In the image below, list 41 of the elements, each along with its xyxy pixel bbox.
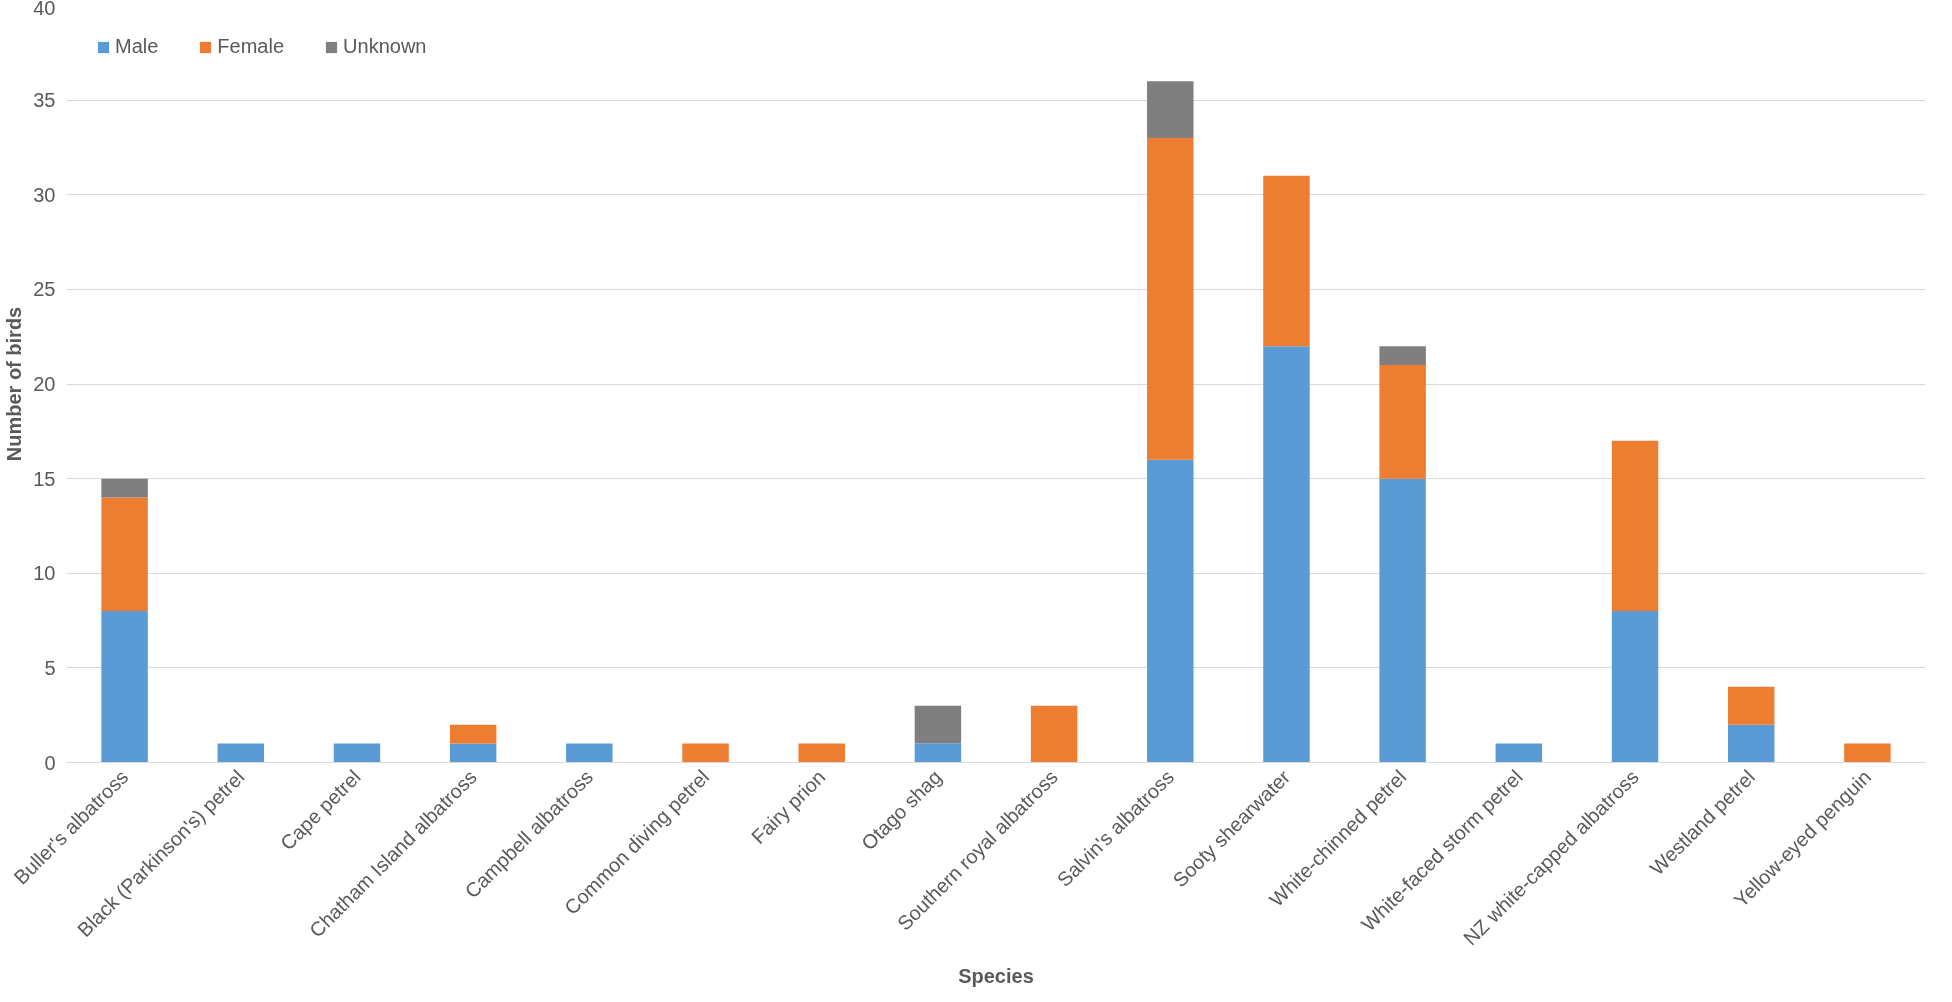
bar — [1147, 459, 1194, 763]
y-tick-label: 40 — [33, 0, 56, 19]
y-tick-label: 35 — [33, 89, 56, 112]
bar — [1611, 440, 1659, 612]
y-tick-label: 15 — [33, 467, 56, 490]
bar — [798, 743, 845, 763]
bar — [1030, 705, 1078, 763]
bar — [1727, 686, 1775, 725]
y-tick-label: 25 — [33, 278, 56, 301]
bar — [1844, 743, 1891, 763]
bar — [101, 478, 148, 498]
bar — [333, 743, 381, 763]
y-tick-label: 20 — [33, 373, 56, 395]
bar — [101, 611, 148, 763]
y-tick-label: 30 — [33, 183, 56, 206]
bar — [914, 705, 962, 744]
legend-label: Male — [115, 35, 159, 58]
bar — [1263, 175, 1310, 347]
bar — [449, 743, 497, 763]
bar — [1379, 478, 1426, 763]
bar — [1379, 365, 1426, 479]
legend-label: Unknown — [343, 35, 427, 58]
bar — [1263, 346, 1310, 763]
bar — [1611, 611, 1659, 763]
bar — [566, 743, 613, 763]
bar — [1495, 743, 1543, 763]
bar — [1147, 81, 1194, 138]
bar — [217, 743, 265, 763]
bar — [449, 724, 497, 744]
x-axis-title: Species — [958, 965, 1034, 988]
y-tick-label: 0 — [44, 751, 56, 774]
bar — [1727, 724, 1775, 763]
bar — [101, 497, 148, 612]
y-tick-label: 5 — [44, 656, 56, 679]
bar — [914, 743, 962, 763]
bar — [1379, 346, 1426, 366]
legend-label: Female — [217, 35, 285, 58]
bar — [1147, 137, 1194, 460]
y-axis-title: Number of birds — [3, 306, 26, 462]
y-tick-label: 10 — [33, 562, 56, 585]
bar — [682, 743, 729, 763]
